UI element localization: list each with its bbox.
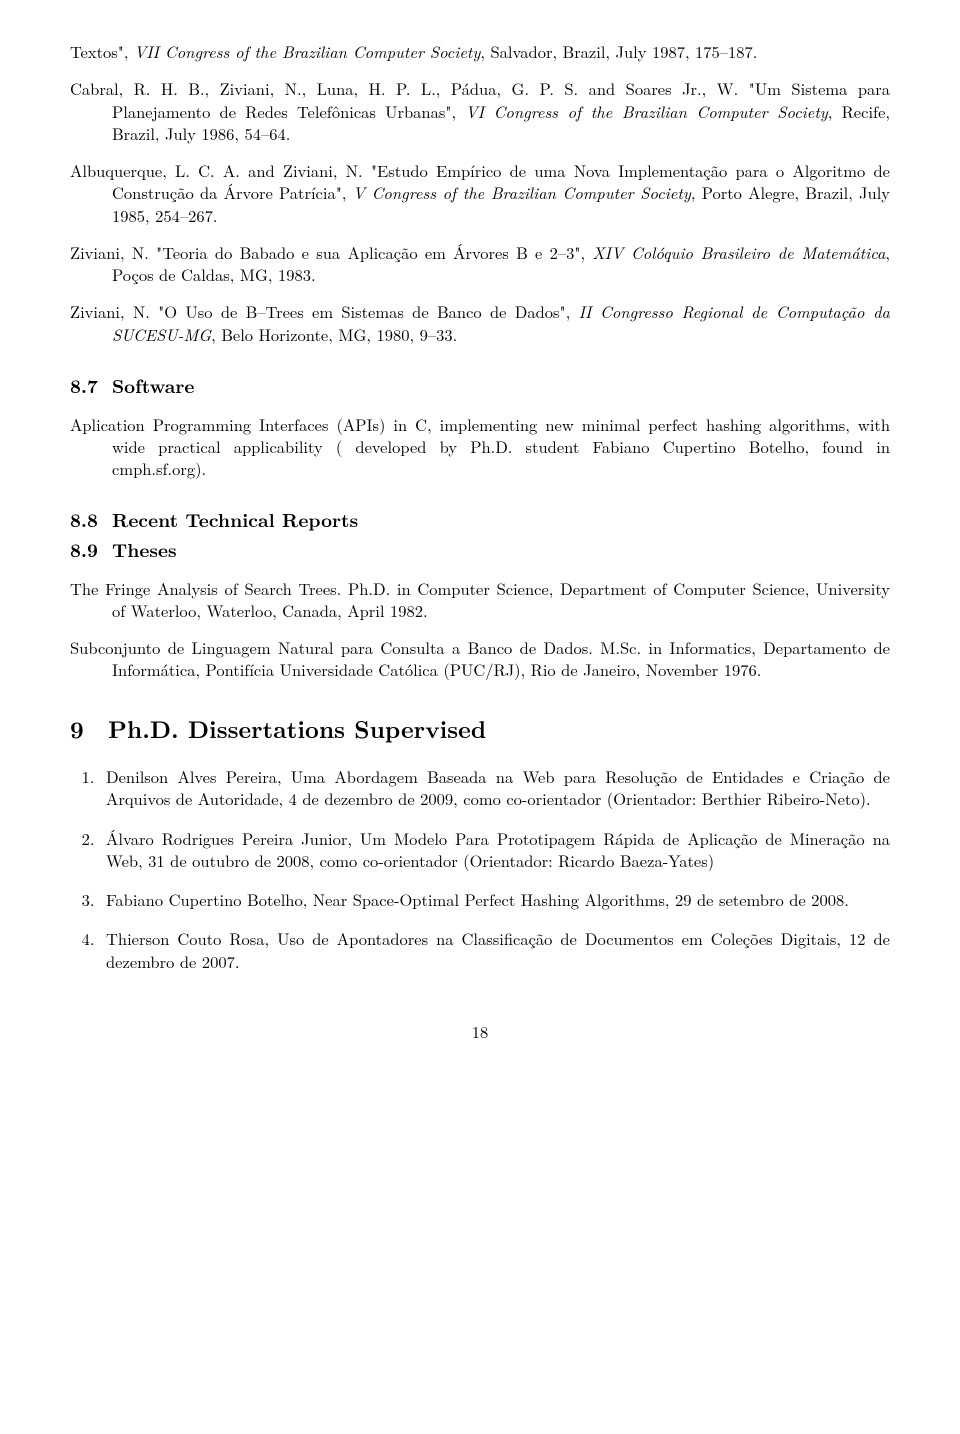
section-title: Software [112,371,194,399]
body-text: The Fringe Analysis of Search Trees. Ph.… [70,576,890,622]
thesis-item: The Fringe Analysis of Search Trees. Ph.… [70,577,890,622]
ref-venue: VII Congress of the Brazilian Computer S… [134,39,480,63]
reference-item: Ziviani, N. "Teoria do Babado e sua Apli… [70,241,890,286]
ref-text: Ziviani, N. "Teoria do Babado e sua Apli… [70,240,592,264]
ref-text: , Salvador, Brazil, July 1987, 175–187. [480,39,757,63]
phd-item: Denilson Alves Pereira, Uma Abordagem Ba… [100,765,890,810]
ref-venue: V Congress of the Brazilian Computer Soc… [353,180,691,204]
body-text: Denilson Alves Pereira, Uma Abordagem Ba… [106,764,890,810]
phd-item: Álvaro Rodrigues Pereira Junior, Um Mode… [100,827,890,872]
section-heading-phd: 9Ph.D. Dissertations Supervised [70,713,890,745]
section-number: 8.7 [70,373,112,399]
section-title: Recent Technical Reports [112,505,358,533]
body-text: Fabiano Cupertino Botelho, Near Space-Op… [106,887,849,911]
ref-text: Ziviani, N. "O Uso de B–Trees em Sistema… [70,299,579,323]
body-text: Álvaro Rodrigues Pereira Junior, Um Mode… [106,826,890,872]
reference-item: Cabral, R. H. B., Ziviani, N., Luna, H. … [70,77,890,144]
section-heading-software: 8.7Software [70,373,890,399]
section-number: 8.9 [70,537,112,563]
reference-item: Textos", VII Congress of the Brazilian C… [70,40,890,62]
section-number: 9 [70,713,108,745]
ref-venue: XIV Colóquio Brasileiro de Matemática [592,240,885,264]
ref-text: Textos", [70,39,134,63]
ref-venue: VI Congress of the Brazilian Computer So… [465,99,827,123]
software-paragraph: Aplication Programming Interfaces (APIs)… [70,413,890,480]
section-heading-reports: 8.8Recent Technical Reports [70,507,890,533]
body-text: Aplication Programming Interfaces (APIs)… [70,412,890,481]
reference-item: Albuquerque, L. C. A. and Ziviani, N. "E… [70,159,890,226]
section-title: Ph.D. Dissertations Supervised [108,712,486,746]
page-number: 18 [70,1020,890,1042]
body-text: Thierson Couto Rosa, Uso de Apontadores … [106,926,890,972]
ref-text: , Belo Horizonte, MG, 1980, 9–33. [211,322,457,346]
section-number: 8.8 [70,507,112,533]
body-text: Subconjunto de Linguagem Natural para Co… [70,635,890,681]
section-heading-theses: 8.9Theses [70,537,890,563]
thesis-item: Subconjunto de Linguagem Natural para Co… [70,636,890,681]
reference-item: Ziviani, N. "O Uso de B–Trees em Sistema… [70,300,890,345]
phd-item: Thierson Couto Rosa, Uso de Apontadores … [100,927,890,972]
section-title: Theses [112,535,177,563]
phd-list: Denilson Alves Pereira, Uma Abordagem Ba… [70,765,890,972]
phd-item: Fabiano Cupertino Botelho, Near Space-Op… [100,888,890,910]
